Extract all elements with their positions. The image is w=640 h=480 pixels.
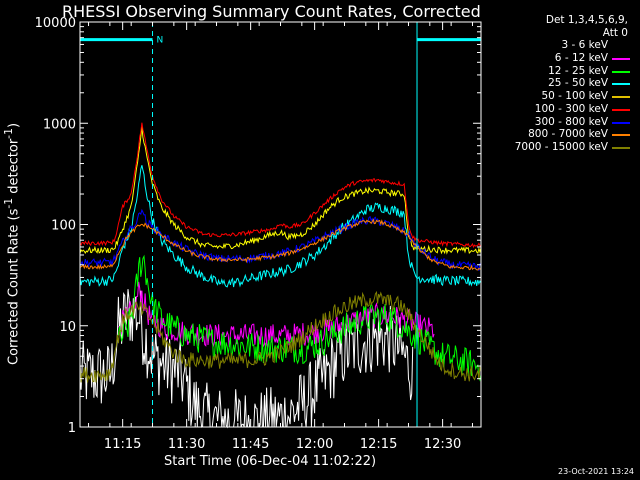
legend-label: 50 - 100 keV (541, 90, 608, 103)
legend-label: 300 - 800 keV (534, 115, 608, 128)
legend-swatch (612, 58, 630, 61)
legend-label: 12 - 25 keV (548, 64, 608, 77)
y-axis-label-part: Corrected Count Rate (s (6, 208, 22, 365)
x-tick-label: 12:30 (424, 437, 461, 452)
legend-swatch (612, 146, 630, 149)
axes: 1 10 100 1000 10000 11:15 11:30 11:45 12:00 12:15… (35, 16, 481, 452)
legend-entry: 7000 - 15000 keV (486, 141, 634, 154)
legend-entry: 25 - 50 keV (486, 77, 634, 90)
chart-title: RHESSI Observing Summary Count Rates, Co… (62, 2, 481, 21)
legend-label: 800 - 7000 keV (528, 128, 608, 141)
y-tick-label: 10 (59, 320, 76, 335)
legend-label: 100 - 300 keV (534, 102, 608, 115)
series-line (79, 122, 482, 249)
legend-entry: 800 - 7000 keV (486, 128, 634, 141)
y-tick-label: 1 (68, 421, 76, 436)
y-axis-label: Corrected Count Rate (s-1 detector-1) (2, 123, 21, 365)
legend-entry: 12 - 25 keV (486, 65, 634, 78)
y-axis-label-exponent: -1 (2, 128, 15, 139)
legend-entries: 3 - 6 keV 6 - 12 keV 12 - 25 keV 25 - 50 ke… (486, 39, 634, 153)
legend-entry: 50 - 100 keV (486, 90, 634, 103)
series-line (79, 208, 481, 271)
legend: Det 1,3,4,5,6,9, Att 0 3 - 6 keV 6 - 12 k… (486, 14, 634, 154)
series-line (79, 126, 482, 255)
x-tick-label: 12:15 (360, 437, 397, 452)
series-line (79, 290, 482, 383)
y-axis-label-part: detector (6, 138, 22, 198)
legend-swatch (612, 83, 630, 86)
legend-entry: 300 - 800 keV (486, 116, 634, 129)
legend-swatch (612, 108, 630, 111)
legend-swatch (612, 121, 630, 124)
y-axis-label-part: ) (6, 122, 22, 129)
legend-swatch (612, 70, 630, 73)
legend-label: 25 - 50 keV (548, 77, 608, 90)
y-axis-label-exponent: -1 (2, 197, 15, 209)
y-tick-label: 1000 (43, 117, 76, 132)
legend-entry: 6 - 12 keV (486, 52, 634, 65)
night-label: N (157, 36, 164, 46)
plot-series (79, 122, 482, 429)
legend-swatch (612, 45, 630, 48)
legend-swatch (612, 134, 630, 137)
y-tick-label: 10000 (35, 16, 76, 31)
y-tick-label: 100 (51, 219, 76, 234)
legend-entry: 100 - 300 keV (486, 103, 634, 116)
legend-label: 6 - 12 keV (554, 52, 608, 65)
series-line (79, 165, 482, 288)
legend-detectors: Det 1,3,4,5,6,9, (545, 14, 628, 26)
series-line (117, 254, 482, 382)
legend-label: 3 - 6 keV (561, 39, 608, 52)
plot-timestamp: 23-Oct-2021 13:24 (558, 467, 634, 476)
x-tick-label: 12:00 (296, 437, 333, 452)
legend-label: 7000 - 15000 keV (514, 140, 608, 153)
x-tick-label: 11:30 (168, 437, 205, 452)
legend-swatch (612, 96, 630, 99)
x-axis-label: Start Time (06-Dec-04 11:02:22) (164, 454, 377, 469)
series-line (117, 281, 435, 348)
legend-entry: 3 - 6 keV (486, 39, 634, 52)
series-line (79, 218, 482, 271)
x-tick-label: 11:15 (104, 437, 141, 452)
legend-attenuator: Att 0 (602, 26, 628, 39)
x-tick-label: 11:45 (232, 437, 269, 452)
